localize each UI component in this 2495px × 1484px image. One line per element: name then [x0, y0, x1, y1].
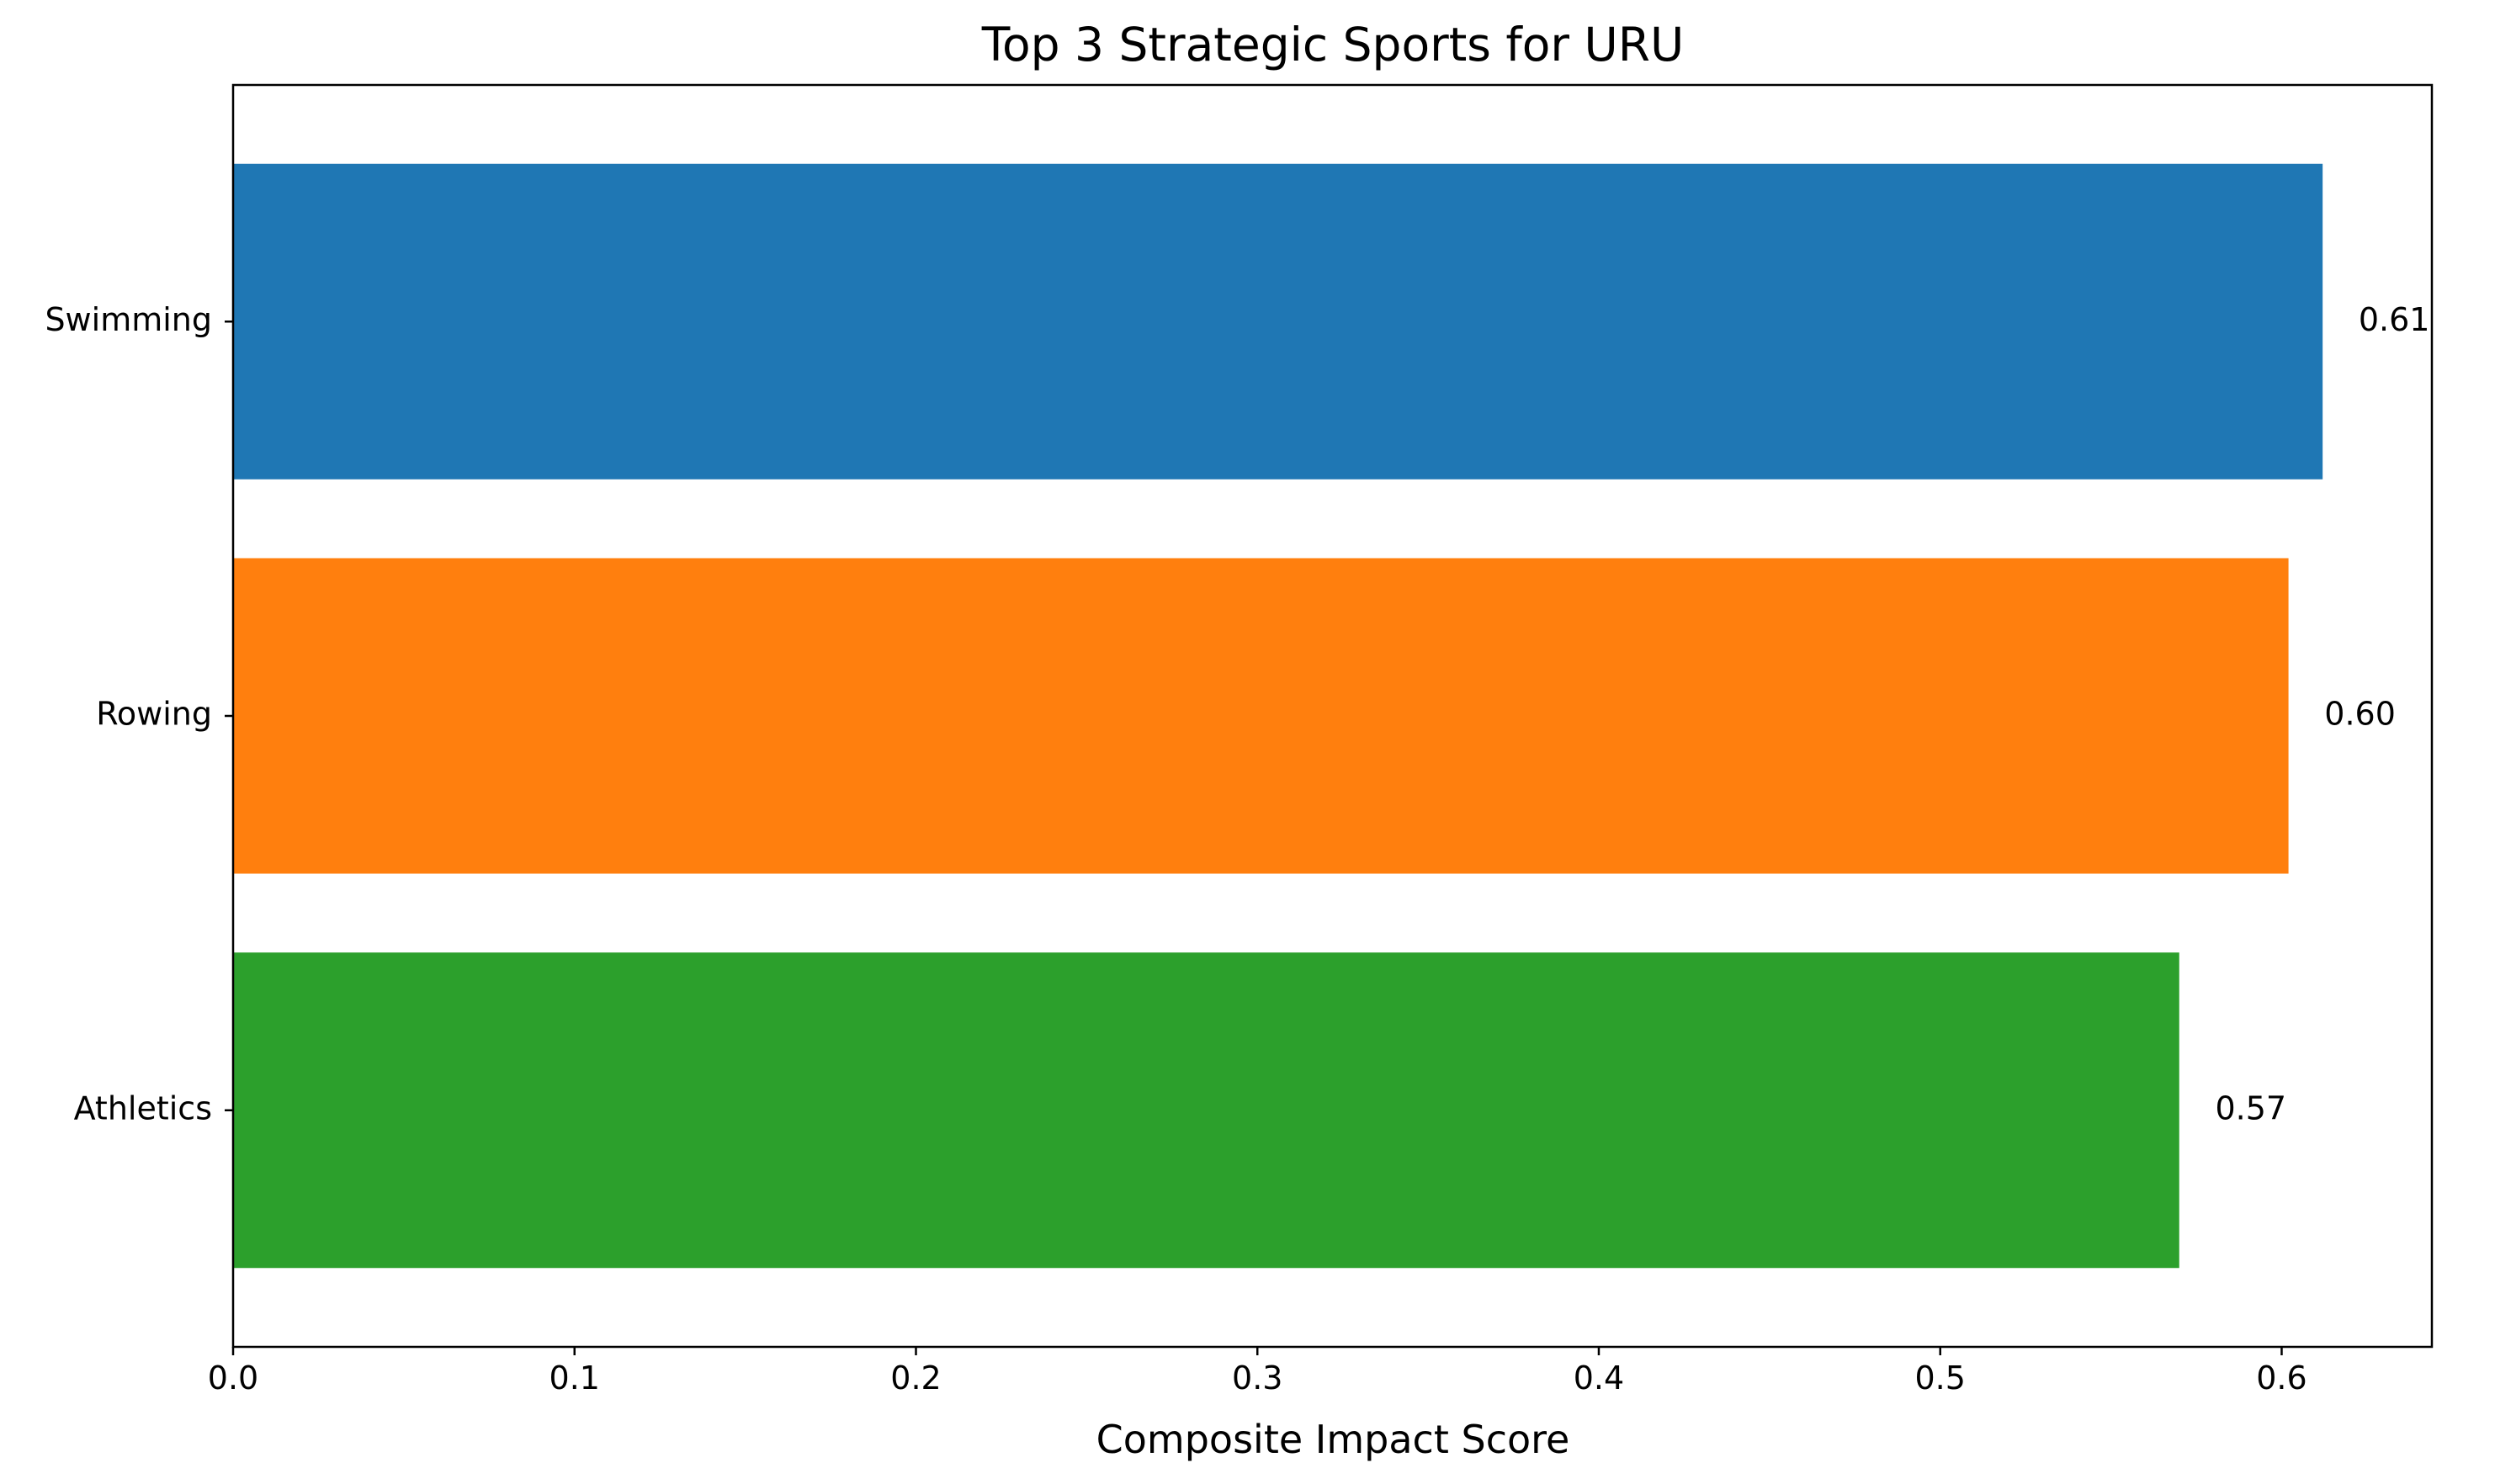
bar-value-label-rowing: 0.60 [2324, 696, 2396, 733]
bar-value-labels: 0.61 0.60 0.57 [2215, 301, 2429, 1127]
x-tick-label: 0.6 [2256, 1359, 2307, 1397]
x-tick-label: 0.2 [890, 1359, 941, 1397]
x-tick-label: 0.5 [1915, 1359, 1966, 1397]
plot-frame [231, 83, 2434, 1349]
bar-rowing [233, 558, 2289, 874]
bar-swimming [233, 163, 2323, 480]
x-tick-label: 0.0 [208, 1359, 258, 1397]
y-axis: Swimming Rowing Athletics [45, 301, 233, 1126]
x-tick-label: 0.4 [1574, 1359, 1624, 1397]
bar-value-label-athletics: 0.57 [2215, 1089, 2286, 1126]
x-tick-label: 0.3 [1232, 1359, 1282, 1397]
x-tick-label: 0.1 [549, 1359, 600, 1397]
y-tick-label-rowing: Rowing [96, 696, 212, 733]
bar-value-label-swimming: 0.61 [2359, 301, 2430, 338]
y-tick-label-swimming: Swimming [45, 301, 212, 338]
bars-group [233, 163, 2323, 1269]
chart-title: Top 3 Strategic Sports for URU [981, 18, 1685, 72]
x-axis-title: Composite Impact Score [1096, 1417, 1570, 1462]
x-axis: 0.0 0.1 0.2 0.3 0.4 0.5 0.6 [208, 1347, 2307, 1397]
bar-athletics [233, 952, 2179, 1269]
y-tick-label-athletics: Athletics [74, 1089, 212, 1126]
